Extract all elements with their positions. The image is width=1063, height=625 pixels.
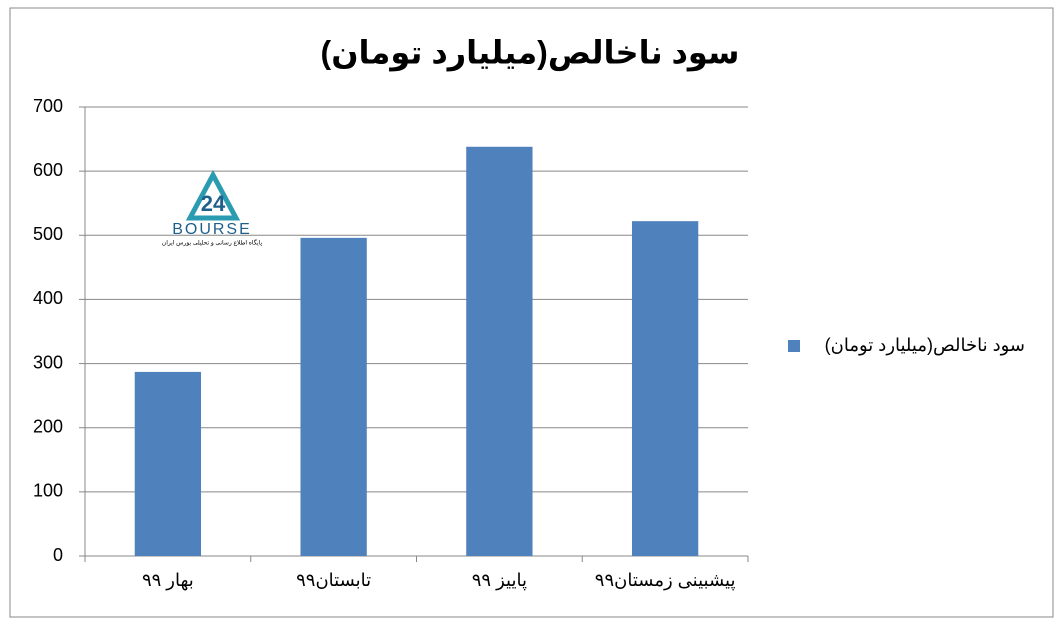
bar — [631, 221, 699, 556]
x-tick-label: پیشبینی زمستان۹۹ — [595, 570, 736, 591]
y-tick-label: 400 — [33, 288, 63, 308]
bar — [134, 371, 202, 556]
x-tick-label: تابستان۹۹ — [296, 570, 371, 590]
x-tick-label: پاییز ۹۹ — [472, 570, 527, 591]
logo-shape — [185, 169, 241, 221]
legend-label: سود ناخالص(میلیارد تومان) — [825, 335, 1025, 356]
chart-title: سود ناخالص(میلیارد تومان) — [321, 34, 740, 71]
logo-name: BOURSE — [172, 221, 252, 238]
x-tick-label: بهار ۹۹ — [142, 570, 194, 591]
legend-swatch — [788, 340, 800, 352]
y-tick-label: 300 — [33, 352, 63, 372]
bar — [300, 237, 367, 556]
y-tick-label: 600 — [33, 160, 63, 180]
y-tick-label: 500 — [33, 224, 63, 244]
y-tick-label: 100 — [33, 481, 63, 501]
y-tick-label: 200 — [33, 416, 63, 436]
logo: 24 BOURSE پایگاه اطلاع رسانی و تحلیلی بو… — [162, 169, 263, 247]
logo-mark: 24 — [201, 191, 226, 216]
y-tick-label: 0 — [53, 545, 63, 565]
logo-tagline: پایگاه اطلاع رسانی و تحلیلی بورس ایران — [162, 239, 263, 247]
bar — [466, 146, 533, 557]
y-tick-label: 700 — [33, 96, 63, 116]
